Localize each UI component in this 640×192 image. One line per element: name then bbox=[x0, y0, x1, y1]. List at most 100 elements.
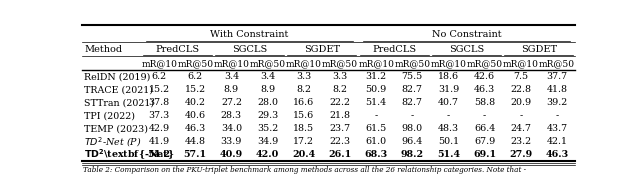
Text: 20.9: 20.9 bbox=[510, 98, 531, 107]
Text: mR@50: mR@50 bbox=[177, 59, 213, 68]
Text: 54.2: 54.2 bbox=[148, 150, 171, 159]
Text: 8.9: 8.9 bbox=[260, 85, 275, 94]
Text: 22.3: 22.3 bbox=[330, 137, 351, 146]
Text: 46.3: 46.3 bbox=[474, 85, 495, 94]
Text: mR@50: mR@50 bbox=[322, 59, 358, 68]
Text: 7.5: 7.5 bbox=[513, 72, 529, 81]
Text: 82.7: 82.7 bbox=[402, 98, 423, 107]
Text: 42.0: 42.0 bbox=[256, 150, 279, 159]
Text: With Constraint: With Constraint bbox=[211, 30, 289, 39]
Text: 66.4: 66.4 bbox=[474, 124, 495, 133]
Text: RelDN (2019): RelDN (2019) bbox=[84, 72, 151, 81]
Text: 68.3: 68.3 bbox=[364, 150, 388, 159]
Text: Table 2: Comparison on the PKU-triplet benchmark among methods across all the 26: Table 2: Comparison on the PKU-triplet b… bbox=[83, 166, 527, 174]
Text: 39.2: 39.2 bbox=[547, 98, 568, 107]
Text: 8.2: 8.2 bbox=[296, 85, 311, 94]
Text: 26.1: 26.1 bbox=[328, 150, 351, 159]
Text: 43.7: 43.7 bbox=[547, 124, 568, 133]
Text: -: - bbox=[374, 111, 378, 120]
Text: 37.7: 37.7 bbox=[547, 72, 568, 81]
Text: SGDET: SGDET bbox=[304, 46, 340, 55]
Text: 3.3: 3.3 bbox=[332, 72, 348, 81]
Text: 31.2: 31.2 bbox=[365, 72, 387, 81]
Text: mR@10: mR@10 bbox=[214, 59, 250, 68]
Text: 41.8: 41.8 bbox=[547, 85, 568, 94]
Text: SGCLS: SGCLS bbox=[232, 46, 267, 55]
Text: 51.4: 51.4 bbox=[365, 98, 387, 107]
Text: mR@10: mR@10 bbox=[503, 59, 539, 68]
Text: -: - bbox=[411, 111, 414, 120]
Text: 67.9: 67.9 bbox=[474, 137, 495, 146]
Text: mR@10: mR@10 bbox=[141, 59, 177, 68]
Text: mR@10: mR@10 bbox=[286, 59, 322, 68]
Text: 35.2: 35.2 bbox=[257, 124, 278, 133]
Text: $\mathbf{TD^2}$\textbf{-Net}: $\mathbf{TD^2}$\textbf{-Net} bbox=[84, 148, 175, 162]
Text: 18.5: 18.5 bbox=[293, 124, 314, 133]
Text: STTran (2021): STTran (2021) bbox=[84, 98, 155, 107]
Text: 98.0: 98.0 bbox=[402, 124, 423, 133]
Text: 33.9: 33.9 bbox=[221, 137, 242, 146]
Text: mR@50: mR@50 bbox=[394, 59, 430, 68]
Text: 98.2: 98.2 bbox=[401, 150, 424, 159]
Text: 42.1: 42.1 bbox=[547, 137, 568, 146]
Text: 40.7: 40.7 bbox=[438, 98, 459, 107]
Text: -: - bbox=[483, 111, 486, 120]
Text: 20.4: 20.4 bbox=[292, 150, 316, 159]
Text: 22.2: 22.2 bbox=[330, 98, 351, 107]
Text: 18.6: 18.6 bbox=[438, 72, 459, 81]
Text: 23.2: 23.2 bbox=[510, 137, 531, 146]
Text: 24.7: 24.7 bbox=[510, 124, 531, 133]
Text: 15.2: 15.2 bbox=[148, 85, 170, 94]
Text: $TD^2$-Net (P): $TD^2$-Net (P) bbox=[84, 135, 142, 149]
Text: -: - bbox=[447, 111, 450, 120]
Text: 27.9: 27.9 bbox=[509, 150, 532, 159]
Text: 46.3: 46.3 bbox=[545, 150, 568, 159]
Text: 61.0: 61.0 bbox=[365, 137, 387, 146]
Text: 44.8: 44.8 bbox=[185, 137, 205, 146]
Text: 82.7: 82.7 bbox=[402, 85, 423, 94]
Text: mR@10: mR@10 bbox=[358, 59, 394, 68]
Text: 15.6: 15.6 bbox=[293, 111, 314, 120]
Text: TPI (2022): TPI (2022) bbox=[84, 111, 136, 120]
Text: 21.8: 21.8 bbox=[330, 111, 351, 120]
Text: 3.4: 3.4 bbox=[224, 72, 239, 81]
Text: mR@50: mR@50 bbox=[467, 59, 502, 68]
Text: 40.2: 40.2 bbox=[185, 98, 205, 107]
Text: 8.9: 8.9 bbox=[224, 85, 239, 94]
Text: 58.8: 58.8 bbox=[474, 98, 495, 107]
Text: 23.7: 23.7 bbox=[330, 124, 351, 133]
Text: 42.6: 42.6 bbox=[474, 72, 495, 81]
Text: 8.2: 8.2 bbox=[332, 85, 348, 94]
Text: SGCLS: SGCLS bbox=[449, 46, 484, 55]
Text: PredCLS: PredCLS bbox=[372, 46, 416, 55]
Text: 27.2: 27.2 bbox=[221, 98, 242, 107]
Text: 34.0: 34.0 bbox=[221, 124, 242, 133]
Text: 75.5: 75.5 bbox=[402, 72, 423, 81]
Text: 6.2: 6.2 bbox=[188, 72, 203, 81]
Text: 48.3: 48.3 bbox=[438, 124, 459, 133]
Text: mR@50: mR@50 bbox=[539, 59, 575, 68]
Text: 50.9: 50.9 bbox=[365, 85, 387, 94]
Text: 6.2: 6.2 bbox=[152, 72, 166, 81]
Text: 46.3: 46.3 bbox=[184, 124, 206, 133]
Text: mR@50: mR@50 bbox=[250, 59, 285, 68]
Text: 51.4: 51.4 bbox=[437, 150, 460, 159]
Text: 57.1: 57.1 bbox=[184, 150, 207, 159]
Text: 37.8: 37.8 bbox=[148, 98, 170, 107]
Text: 15.2: 15.2 bbox=[185, 85, 206, 94]
Text: mR@10: mR@10 bbox=[431, 59, 467, 68]
Text: Method: Method bbox=[84, 46, 123, 55]
Text: 34.9: 34.9 bbox=[257, 137, 278, 146]
Text: 37.3: 37.3 bbox=[148, 111, 170, 120]
Text: 3.3: 3.3 bbox=[296, 72, 312, 81]
Text: 50.1: 50.1 bbox=[438, 137, 459, 146]
Text: 69.1: 69.1 bbox=[473, 150, 496, 159]
Text: TRACE (2021): TRACE (2021) bbox=[84, 85, 154, 94]
Text: PredCLS: PredCLS bbox=[155, 46, 199, 55]
Text: SGDET: SGDET bbox=[521, 46, 557, 55]
Text: -: - bbox=[556, 111, 559, 120]
Text: 22.8: 22.8 bbox=[510, 85, 531, 94]
Text: 40.6: 40.6 bbox=[185, 111, 206, 120]
Text: TEMP (2023): TEMP (2023) bbox=[84, 124, 148, 133]
Text: 41.9: 41.9 bbox=[148, 137, 170, 146]
